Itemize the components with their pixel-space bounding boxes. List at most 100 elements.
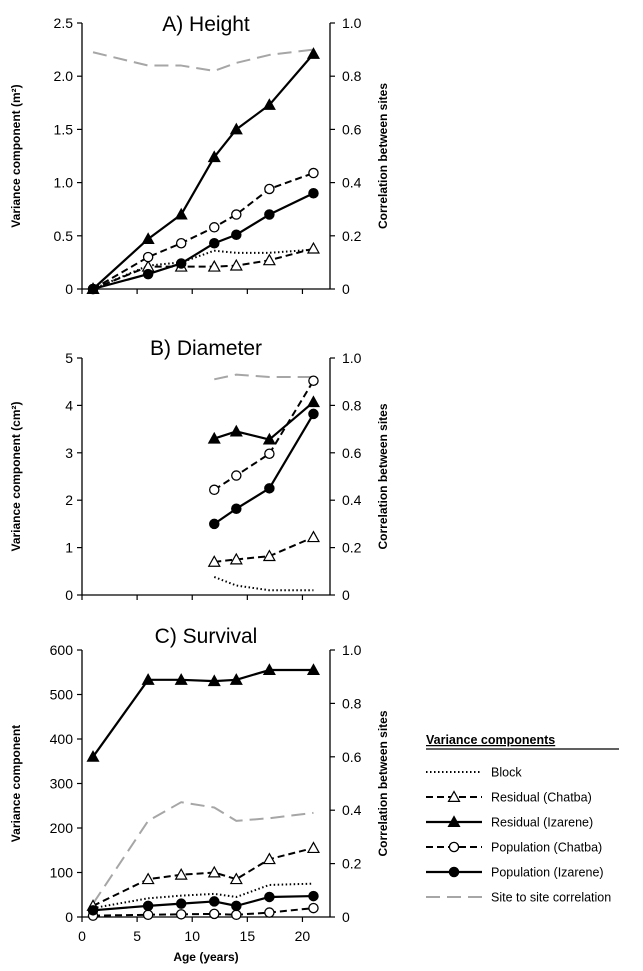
y-tick-label: 0 <box>65 909 73 925</box>
series-line-site-to-site-correlation <box>92 48 314 72</box>
legend-item-block: Block <box>426 766 522 780</box>
chart-title: C) Survival <box>155 625 258 648</box>
data-point-population-izarene <box>308 890 319 902</box>
data-point-population-izarene <box>175 898 187 909</box>
y-axis-label: Variance component <box>9 725 23 842</box>
legend-label: Population (Izarene) <box>491 866 604 880</box>
data-point-residual-izarene <box>174 673 188 685</box>
data-point-population-chatba <box>209 908 220 920</box>
y2-axis-label: Correlation between sites <box>376 83 390 229</box>
data-point-population-izarene <box>142 900 154 912</box>
series-line-residual-izarene <box>213 401 315 441</box>
legend-label: Residual (Izarene) <box>491 816 593 830</box>
y-tick-label: 4 <box>65 397 73 413</box>
y2-tick-label: 0.2 <box>342 228 362 244</box>
data-point-population-chatba <box>264 448 275 459</box>
series-line-block <box>213 576 314 592</box>
data-point-residual-chatba <box>306 530 320 543</box>
data-point-population-chatba <box>142 251 154 263</box>
data-point-population-izarene <box>209 896 220 907</box>
data-point-population-izarene <box>264 209 275 220</box>
y2-tick-label: 0.4 <box>342 175 362 191</box>
y2-tick-label: 1.0 <box>342 350 362 366</box>
data-point-population-izarene <box>231 900 242 912</box>
legend-label: Site to site correlation <box>491 891 611 905</box>
y2-axis-label: Correlation between sites <box>376 403 390 549</box>
y2-tick-label: 1.0 <box>342 15 362 31</box>
y-tick-label: 2.0 <box>54 68 74 84</box>
legend-item-residual-izarene: Residual (Izarene) <box>426 815 593 830</box>
data-point-residual-izarene <box>174 207 188 220</box>
data-point-residual-chatba <box>262 253 276 266</box>
series-line-site-to-site-correlation <box>92 801 314 905</box>
series-line-site-to-site-correlation <box>214 373 314 381</box>
data-point-residual-izarene <box>207 431 221 444</box>
legend-marker-residual-chatba <box>447 790 461 803</box>
legend-marker-population-chatba <box>448 841 460 853</box>
data-point-population-izarene <box>142 268 154 280</box>
data-point-population-izarene <box>264 891 275 903</box>
legend-marker-residual-izarene <box>447 815 461 828</box>
data-point-population-izarene <box>175 258 187 269</box>
x-tick-label: 20 <box>295 928 311 944</box>
y-tick-label: 100 <box>50 865 74 881</box>
y2-tick-label: 0.2 <box>342 540 362 556</box>
x-tick-label: 10 <box>184 928 200 944</box>
y2-tick-label: 0 <box>342 281 350 297</box>
data-point-residual-izarene <box>207 150 221 163</box>
series-line-population-chatba <box>213 380 315 491</box>
legend-item-site-to-site-correlation: Site to site correlation <box>426 891 611 905</box>
data-point-residual-izarene <box>229 122 243 135</box>
legend-label: Residual (Chatba) <box>491 791 592 805</box>
data-point-population-izarene <box>231 229 242 240</box>
legend-item-population-izarene: Population (Izarene) <box>426 866 604 880</box>
data-point-residual-izarene <box>306 395 320 408</box>
data-point-residual-chatba <box>174 867 188 880</box>
data-point-population-izarene <box>87 283 99 295</box>
chart-title: A) Height <box>162 13 250 36</box>
series-line-residual-izarene <box>92 668 314 758</box>
data-point-population-chatba <box>231 209 242 220</box>
legend: Variance components Block Residual (Chatba… <box>426 733 619 905</box>
y-tick-label: 1 <box>65 540 73 556</box>
data-point-population-chatba <box>209 222 220 233</box>
y-tick-label: 500 <box>50 687 74 703</box>
series-line-population-izarene <box>213 413 315 525</box>
x-tick-label: 15 <box>240 928 256 944</box>
y2-tick-label: 0.2 <box>342 856 362 872</box>
series-line-population-chatba <box>92 172 314 290</box>
y2-tick-label: 0.6 <box>342 445 362 461</box>
data-point-residual-izarene <box>262 98 276 110</box>
y-tick-label: 2.5 <box>54 15 74 31</box>
y-tick-label: 200 <box>50 820 74 836</box>
data-point-residual-izarene <box>229 673 243 685</box>
data-point-population-izarene <box>308 187 319 199</box>
y-tick-label: 400 <box>50 731 74 747</box>
y2-tick-label: 0.6 <box>342 749 362 765</box>
y2-tick-label: 0 <box>342 587 350 603</box>
series-line-population-chatba <box>93 907 314 917</box>
data-point-population-chatba <box>209 484 220 496</box>
chart-panel-c-survival: 0 5 10 15 20010020030040050060000.20.40.60.8… <box>9 625 390 964</box>
data-point-population-izarene <box>308 408 319 420</box>
y2-tick-label: 0.8 <box>342 695 362 711</box>
y-axis-label: Variance component (cm²) <box>9 401 23 551</box>
x-axis-label: Age (years) <box>173 950 238 964</box>
series-line-residual-chatba <box>214 536 314 563</box>
data-point-residual-chatba <box>141 872 155 885</box>
y2-tick-label: 0.8 <box>342 397 362 413</box>
chart-panel-b-diameter: 0 1 2 3 4 5 0 0.2 0.4 0.6 0.8 1.0 B) Diameter Varianc… <box>9 337 390 603</box>
y-tick-label: 1.0 <box>54 175 74 191</box>
data-point-residual-izarene <box>262 432 276 445</box>
y-tick-label: 1.5 <box>54 121 74 137</box>
data-point-residual-izarene <box>207 674 221 687</box>
data-point-population-chatba <box>264 183 275 195</box>
y-tick-label: 5 <box>65 350 73 366</box>
data-point-residual-chatba <box>262 549 276 562</box>
data-point-residual-chatba <box>229 872 243 885</box>
data-point-population-izarene <box>209 237 220 249</box>
data-point-residual-izarene <box>306 47 320 59</box>
data-point-residual-chatba <box>207 555 221 567</box>
data-point-population-izarene <box>87 905 99 916</box>
